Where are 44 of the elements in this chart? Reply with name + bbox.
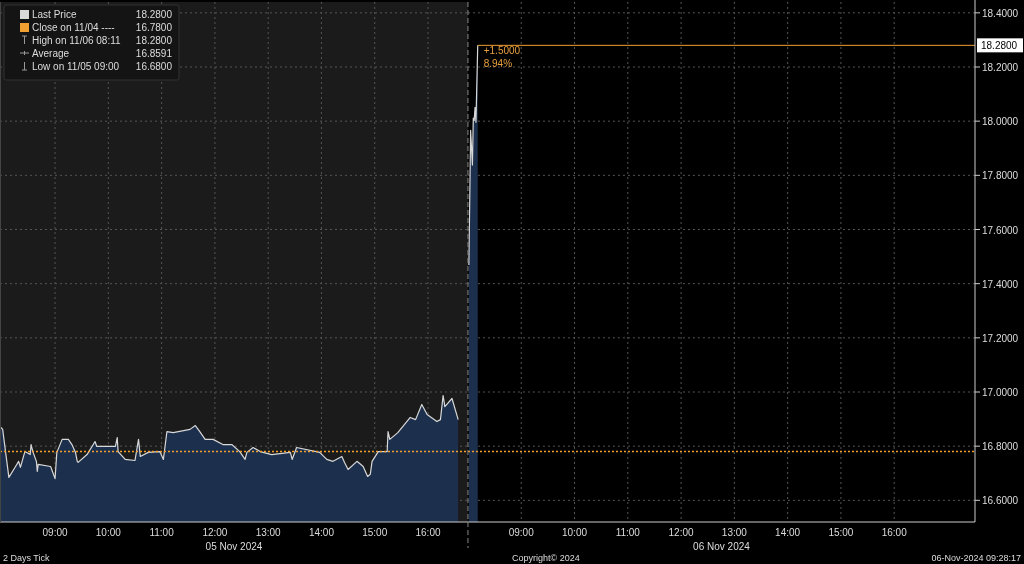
x-tick-label: 10:00 — [95, 527, 122, 538]
y-tick-label: 17.4000 — [982, 278, 1019, 290]
y-tick-label: 18.0000 — [982, 116, 1019, 128]
text: Copyright© 2024 — [512, 553, 580, 563]
annotation: High on 11/06 08:11 — [32, 35, 122, 46]
annotation: 8.94% — [483, 58, 513, 70]
y-tick-label: 16.8000 — [982, 441, 1019, 453]
text: 06 Nov 2024 — [693, 541, 751, 552]
x-tick-label: 13:00 — [255, 527, 282, 538]
y-tick-label: 17.2000 — [982, 332, 1019, 344]
text: 2 Days Tick — [3, 553, 51, 563]
annotation: 18.2800 — [135, 35, 173, 46]
y-tick-label: 17.6000 — [982, 224, 1019, 236]
annotation: 16.8591 — [135, 48, 173, 59]
x-tick-label: 12:00 — [202, 527, 228, 538]
x-tick-label: 09:00 — [508, 527, 535, 538]
annotation: 16.6800 — [135, 61, 173, 72]
x-tick-label: 11:00 — [615, 527, 641, 538]
text: 06-Nov-2024 09:28:17 — [931, 553, 1021, 563]
x-tick-label: 16:00 — [415, 527, 441, 538]
x-tick-label: 12:00 — [668, 527, 695, 538]
annotation: 16.7800 — [135, 22, 173, 33]
x-tick-label: 13:00 — [721, 527, 748, 538]
x-tick-label: 15:00 — [828, 527, 854, 538]
x-tick-label: 14:00 — [775, 527, 801, 538]
x-tick-label: 09:00 — [42, 527, 68, 538]
x-tick-label: 11:00 — [149, 527, 175, 538]
x-tick-label: 10:00 — [562, 527, 588, 538]
x-tick-label: 15:00 — [362, 527, 388, 538]
x-tick-label: 14:00 — [308, 527, 335, 538]
y-tick-label: 16.6000 — [982, 495, 1019, 507]
y-tick-label: 17.8000 — [982, 170, 1019, 182]
y-tick-label: 18.2000 — [982, 62, 1019, 73]
annotation: Low on 11/05 09:00 — [32, 61, 120, 72]
annotation: Average — [32, 48, 70, 59]
legend-label: Close on 11/04 ---- — [32, 22, 115, 33]
annotation: 18.2800 — [135, 9, 173, 20]
text: 05 Nov 2024 — [205, 541, 263, 552]
legend-label: Last Price — [32, 9, 77, 20]
ref-line-label: 18.2800 — [981, 40, 1018, 52]
x-tick-label: 16:00 — [881, 527, 908, 538]
y-tick-label: 17.0000 — [982, 387, 1019, 398]
annotation: +1.5000 — [483, 45, 521, 57]
y-tick-label: 18.4000 — [982, 7, 1019, 19]
